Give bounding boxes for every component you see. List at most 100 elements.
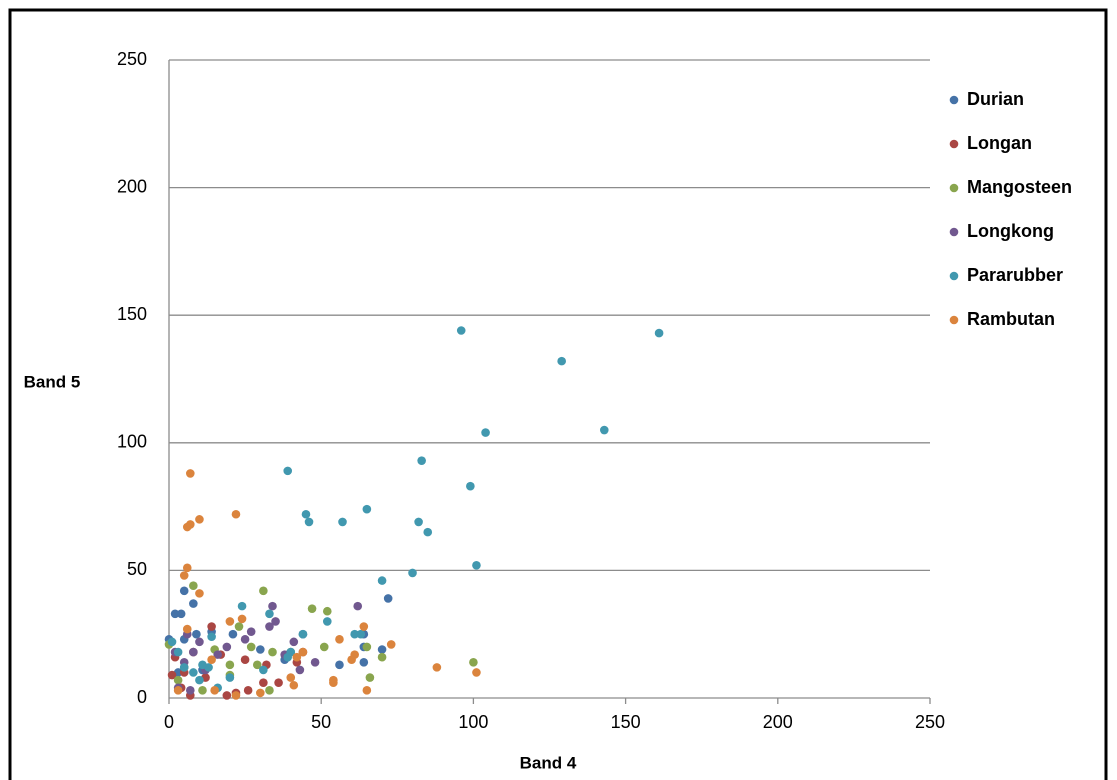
point <box>167 670 177 680</box>
point <box>225 673 235 682</box>
chart-border <box>8 8 1108 780</box>
point <box>195 515 204 524</box>
x-tick-label: 250 <box>915 712 945 732</box>
point <box>195 589 204 598</box>
point <box>362 642 372 652</box>
point <box>289 680 299 690</box>
point <box>377 652 387 662</box>
point <box>408 568 417 578</box>
point <box>198 686 207 695</box>
point <box>225 617 235 626</box>
legend-label: Durian <box>967 89 1024 109</box>
point <box>192 629 201 639</box>
x-axis-title: Band 4 <box>520 753 577 772</box>
point <box>335 660 344 670</box>
point <box>599 425 609 435</box>
point <box>386 640 396 649</box>
point <box>240 635 250 644</box>
point <box>417 456 426 465</box>
y-tick-label: 0 <box>137 687 147 707</box>
point <box>322 617 332 626</box>
point <box>176 609 186 619</box>
point <box>189 647 198 657</box>
point <box>256 688 265 698</box>
point <box>654 328 664 338</box>
point <box>228 629 238 639</box>
point <box>167 637 177 647</box>
point <box>179 663 189 672</box>
point <box>274 678 283 687</box>
point <box>557 356 566 366</box>
point <box>252 660 262 670</box>
point <box>377 576 387 585</box>
point <box>182 563 192 573</box>
point <box>322 606 332 616</box>
point <box>304 517 314 527</box>
point <box>359 622 369 631</box>
point <box>195 675 204 685</box>
point <box>265 686 274 695</box>
x-tick-label: 50 <box>311 712 331 732</box>
point <box>231 509 241 519</box>
point <box>265 622 274 631</box>
point <box>207 632 216 642</box>
point <box>423 527 433 537</box>
point <box>268 647 277 657</box>
y-tick-label: 100 <box>117 432 147 452</box>
point <box>231 691 241 700</box>
point <box>350 650 359 659</box>
point <box>472 668 481 677</box>
point <box>246 642 256 652</box>
point <box>298 647 308 657</box>
point <box>259 586 268 596</box>
point <box>289 637 299 647</box>
point <box>259 665 268 675</box>
legend-label: Longan <box>967 133 1032 153</box>
point <box>301 509 311 519</box>
point <box>292 652 302 662</box>
point <box>283 652 293 662</box>
point <box>456 326 466 335</box>
point <box>353 601 363 611</box>
point <box>179 586 189 596</box>
y-tick-label: 250 <box>117 49 147 69</box>
point <box>295 665 305 675</box>
legend-label: Rambutan <box>967 309 1055 329</box>
point <box>189 668 198 677</box>
point <box>173 675 183 685</box>
x-tick-label: 150 <box>611 712 641 732</box>
point <box>186 686 195 695</box>
point <box>195 637 204 647</box>
legend-marker <box>949 139 959 149</box>
point <box>170 609 180 619</box>
point <box>256 645 265 654</box>
point <box>365 673 375 682</box>
point <box>173 686 183 695</box>
x-tick-label: 0 <box>164 712 174 732</box>
point <box>222 642 232 652</box>
point <box>383 594 393 603</box>
legend-marker <box>949 95 959 105</box>
point <box>259 678 268 687</box>
point <box>481 428 490 437</box>
point <box>319 642 329 652</box>
point <box>362 504 372 514</box>
point <box>186 469 195 478</box>
point <box>350 629 359 639</box>
point <box>246 627 256 636</box>
y-tick-label: 200 <box>117 176 147 196</box>
point <box>243 686 253 695</box>
point <box>469 657 478 667</box>
point <box>466 481 475 491</box>
point <box>286 673 296 682</box>
point <box>329 675 338 685</box>
point <box>225 660 235 670</box>
legend-marker <box>949 271 959 281</box>
point <box>207 655 216 665</box>
legend-marker <box>949 227 959 237</box>
point <box>271 617 280 626</box>
point <box>377 645 387 654</box>
y-axis-title: Band 5 <box>24 372 81 391</box>
point <box>240 655 250 665</box>
